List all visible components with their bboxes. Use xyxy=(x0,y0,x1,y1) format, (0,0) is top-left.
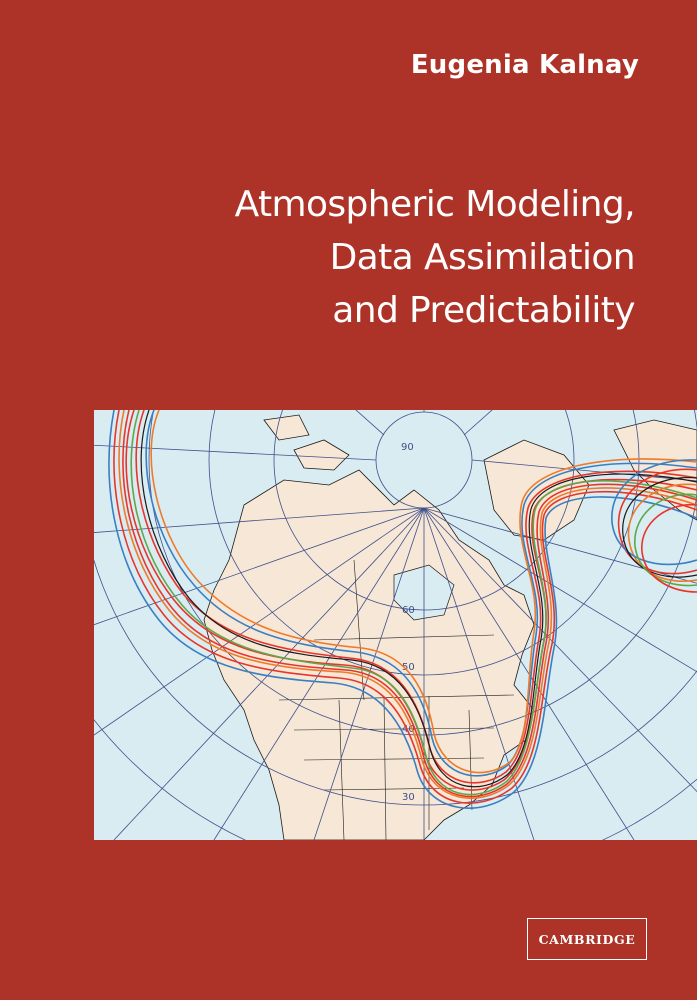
lat-label-60: 60 xyxy=(402,605,415,616)
title-line-3: and Predictability xyxy=(332,290,635,331)
political-borders xyxy=(278,559,515,840)
author-name: Eugenia Kalnay xyxy=(410,50,639,80)
publisher-name: CAMBRIDGE xyxy=(538,931,636,947)
polar-grid xyxy=(94,410,697,840)
ensemble-contours xyxy=(108,410,697,809)
lat-label-90: 90 xyxy=(401,442,414,453)
title-line-1: Atmospheric Modeling, xyxy=(234,184,636,225)
title-line-2: Data Assimilation xyxy=(329,237,636,278)
lat-label-50: 50 xyxy=(402,662,415,673)
lat-label-30: 30 xyxy=(402,792,415,803)
arctic-islands xyxy=(263,414,350,471)
greenland-landmass xyxy=(483,439,590,541)
book-title: Atmospheric Modeling, Data Assimilation … xyxy=(115,178,636,337)
publisher-logo: CAMBRIDGE xyxy=(527,918,647,960)
ensemble-spaghetti-map: 90 60 50 40 30 xyxy=(94,410,697,840)
lat-label-40: 40 xyxy=(402,724,415,735)
